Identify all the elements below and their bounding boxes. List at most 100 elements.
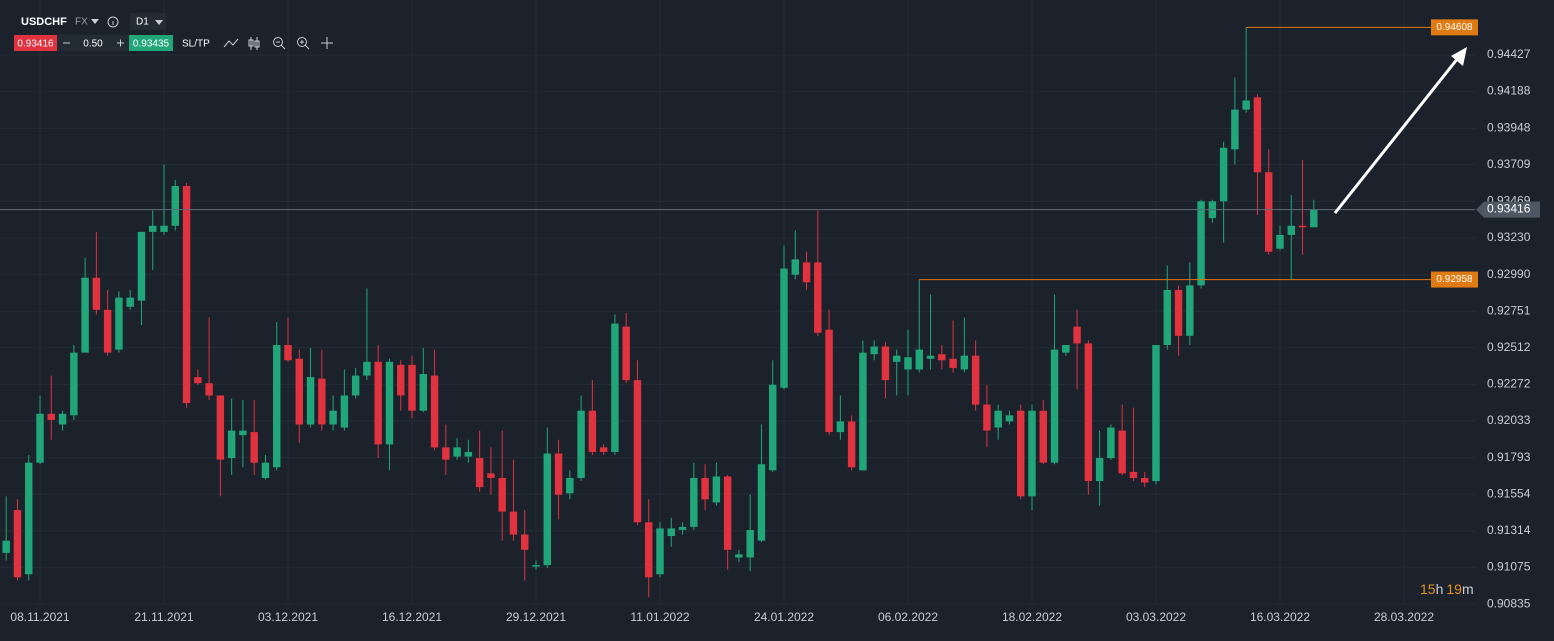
sltp-button[interactable]: SL/TP xyxy=(182,39,210,50)
zoom-in-icon[interactable] xyxy=(297,37,310,50)
level-tag xyxy=(1431,271,1478,288)
candle-body xyxy=(1039,410,1047,463)
y-tick-label: 0.91554 xyxy=(1487,486,1531,500)
candle-body xyxy=(1095,458,1104,482)
symbol-dropdown[interactable] xyxy=(91,19,99,24)
candle-body xyxy=(532,565,540,567)
candle-body xyxy=(611,323,619,452)
candle-body xyxy=(1298,225,1307,228)
symbol[interactable]: USDCHF xyxy=(21,16,67,28)
header: USDCHF FX D1 0.93416 0.50 0.93435 SL/TP xyxy=(14,13,333,51)
line-chart-icon[interactable] xyxy=(223,38,239,48)
x-tick-label: 29.12.2021 xyxy=(506,610,566,624)
candle-body xyxy=(498,477,506,512)
candle-body xyxy=(1050,349,1059,463)
info-icon[interactable] xyxy=(107,16,119,28)
bid-price[interactable]: 0.93416 xyxy=(17,39,54,50)
candle-icon[interactable] xyxy=(248,37,260,50)
candle-body xyxy=(1140,477,1149,483)
candle-body xyxy=(1028,410,1036,497)
candle-body xyxy=(239,430,247,436)
current-price-label: 0.93416 xyxy=(1487,202,1531,216)
x-tick-label: 28.03.2022 xyxy=(1374,610,1434,624)
candle-body xyxy=(678,526,687,530)
candle-body xyxy=(1264,172,1273,252)
zoom-out-icon[interactable] xyxy=(273,37,286,50)
candle-body xyxy=(2,540,10,553)
candle-body xyxy=(408,364,416,411)
y-tick-label: 0.94188 xyxy=(1487,84,1531,98)
candle-body xyxy=(1107,427,1115,459)
candle-body xyxy=(814,262,822,333)
candle-body xyxy=(1005,415,1014,422)
timeframe-box[interactable] xyxy=(130,13,166,30)
candle-body xyxy=(295,358,304,425)
candle-body xyxy=(509,511,518,535)
x-tick-label: 16.03.2022 xyxy=(1250,610,1310,624)
countdown-m: m xyxy=(1462,581,1474,597)
y-tick-label: 0.92512 xyxy=(1487,340,1531,354)
candle-body xyxy=(656,528,664,575)
y-tick-label: 0.94427 xyxy=(1487,47,1531,61)
candle-body xyxy=(1163,289,1171,345)
trend-arrow xyxy=(1333,47,1467,214)
candle-body xyxy=(566,477,574,494)
candle-body xyxy=(735,554,743,558)
candle-body xyxy=(802,262,811,283)
countdown: 15h 19m xyxy=(1420,581,1474,597)
candle-body xyxy=(363,361,371,376)
y-tick-label: 0.92751 xyxy=(1487,303,1531,317)
candle-body xyxy=(599,447,608,452)
candle-body xyxy=(419,374,428,411)
ask-price[interactable]: 0.93435 xyxy=(133,39,170,50)
candle-body xyxy=(554,453,563,495)
candle-body xyxy=(836,421,845,433)
candles xyxy=(2,27,1318,598)
candle-body xyxy=(1242,100,1250,110)
candle-body xyxy=(430,375,439,448)
y-tick-label: 0.92990 xyxy=(1487,267,1531,281)
candle-body xyxy=(1174,289,1183,336)
candle-body xyxy=(47,413,56,420)
candle-body xyxy=(543,453,551,566)
candle-body xyxy=(103,309,112,353)
spread[interactable]: 0.50 xyxy=(83,39,103,50)
candle-body xyxy=(791,259,799,275)
timeframe[interactable]: D1 xyxy=(136,17,149,28)
candle-body xyxy=(453,447,461,457)
candle-body xyxy=(205,383,213,396)
candle-body xyxy=(58,413,67,425)
timeframe-dropdown[interactable] xyxy=(155,20,163,25)
candle-body xyxy=(949,358,957,368)
ask-box[interactable] xyxy=(129,35,173,51)
candle-body xyxy=(385,361,394,445)
candle-body xyxy=(701,477,709,500)
candle-body xyxy=(227,430,236,459)
arrow-head xyxy=(1451,47,1467,66)
candle-body xyxy=(577,410,585,478)
candle-body xyxy=(723,476,732,550)
candle-body xyxy=(915,349,923,370)
candle-body xyxy=(442,447,450,460)
candle-body xyxy=(971,355,980,405)
volume-box[interactable] xyxy=(57,35,129,51)
candle-body xyxy=(13,510,22,578)
candle-body xyxy=(633,380,642,523)
level-tag xyxy=(1431,19,1478,36)
pan-icon[interactable] xyxy=(321,37,333,49)
y-tick-label: 0.92033 xyxy=(1487,413,1531,427)
candle-body xyxy=(622,326,630,381)
y-tick-label: 0.93948 xyxy=(1487,120,1531,134)
candle-body xyxy=(712,476,721,503)
level-label: 0.92958 xyxy=(1436,274,1473,285)
candle-body xyxy=(1118,430,1126,474)
bid-box[interactable] xyxy=(14,35,57,51)
y-tick-label: 0.91314 xyxy=(1487,523,1531,537)
candle-body xyxy=(881,346,890,381)
candle-body xyxy=(1129,471,1138,478)
candle-body xyxy=(182,186,191,404)
candle-body xyxy=(667,528,675,537)
candle-body xyxy=(36,413,44,463)
